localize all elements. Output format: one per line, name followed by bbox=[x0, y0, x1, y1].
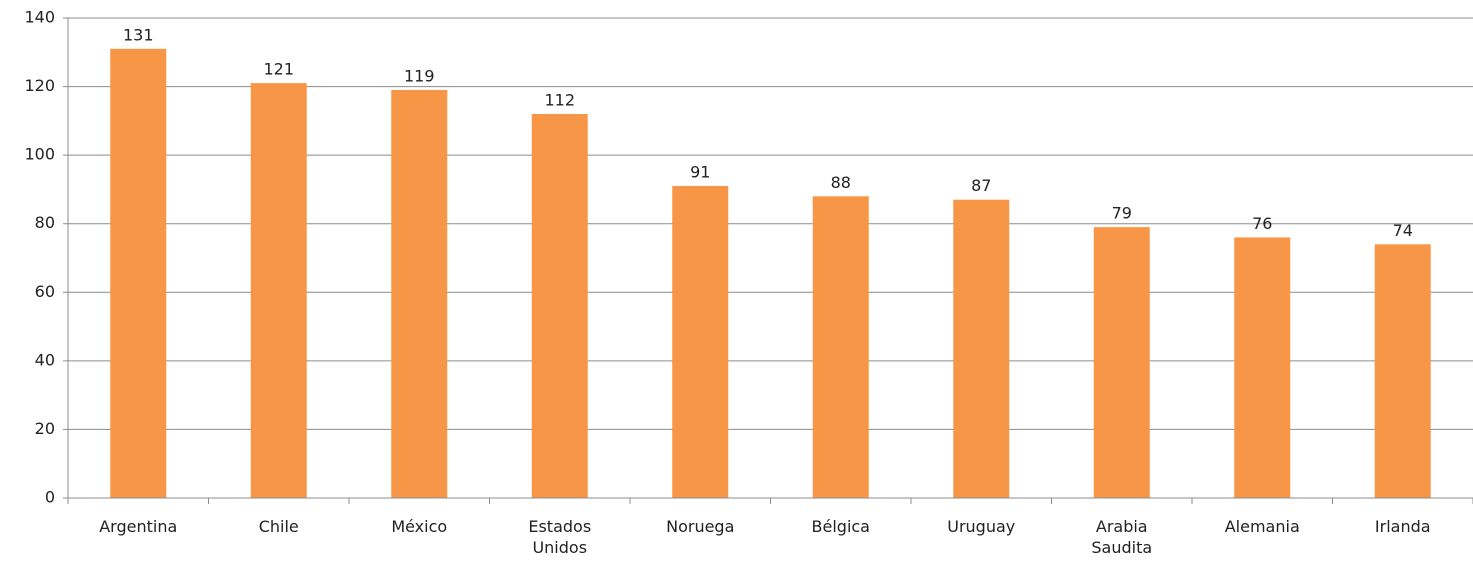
bar bbox=[1374, 244, 1431, 498]
bar bbox=[110, 48, 167, 498]
data-label: 119 bbox=[404, 67, 435, 86]
x-tick-label: Bélgica bbox=[811, 517, 870, 536]
y-tick-label: 20 bbox=[35, 419, 55, 438]
data-label: 131 bbox=[123, 25, 154, 44]
data-label: 79 bbox=[1112, 204, 1132, 223]
data-label: 91 bbox=[690, 163, 710, 182]
y-tick-label: 120 bbox=[24, 76, 55, 95]
x-tick-label: Arabia Saudita bbox=[1091, 517, 1153, 557]
data-label: 88 bbox=[831, 173, 851, 192]
bar bbox=[953, 199, 1010, 498]
data-label: 121 bbox=[263, 60, 294, 79]
x-tick-label: Argentina bbox=[99, 517, 178, 536]
y-tick-label: 100 bbox=[24, 145, 55, 164]
y-tick-label: 40 bbox=[35, 350, 55, 369]
bar bbox=[1234, 237, 1291, 498]
bar bbox=[250, 83, 307, 499]
data-label: 87 bbox=[971, 176, 991, 195]
y-tick-label: 0 bbox=[45, 488, 55, 507]
x-tick-label: Uruguay bbox=[947, 517, 1016, 536]
bar bbox=[531, 114, 588, 498]
x-tick-label: Noruega bbox=[666, 517, 735, 536]
x-tick-label: Alemania bbox=[1224, 517, 1300, 536]
x-tick-label: Irlanda bbox=[1374, 517, 1431, 536]
bar bbox=[812, 196, 869, 499]
bar bbox=[1093, 227, 1150, 498]
y-tick-label: 80 bbox=[35, 213, 55, 232]
x-tick-label: México bbox=[391, 517, 448, 536]
x-tick-label: Estados Unidos bbox=[528, 517, 592, 557]
y-tick-label: 140 bbox=[24, 8, 55, 27]
bar bbox=[391, 90, 448, 498]
bar bbox=[672, 186, 729, 498]
y-tick-label: 60 bbox=[35, 282, 55, 301]
data-label: 74 bbox=[1393, 221, 1413, 240]
data-label: 76 bbox=[1252, 214, 1272, 233]
x-tick-label: Chile bbox=[258, 517, 299, 536]
data-label: 112 bbox=[544, 91, 575, 110]
